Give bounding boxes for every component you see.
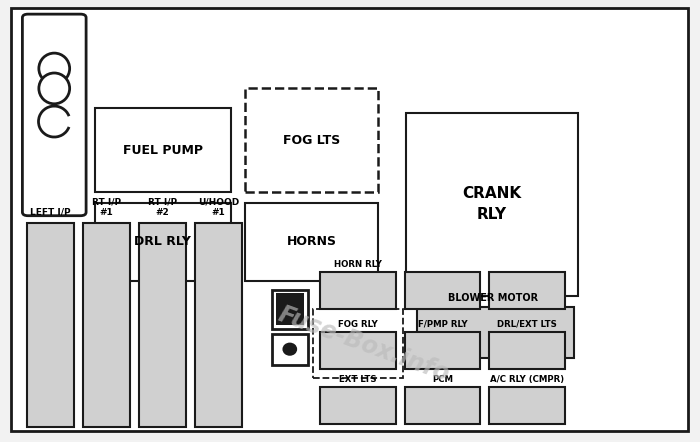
Text: RT I/P
#2: RT I/P #2: [148, 197, 177, 217]
Bar: [83, 223, 130, 427]
Bar: [94, 203, 231, 281]
Bar: [27, 223, 74, 427]
Text: DRL/EXT LTS: DRL/EXT LTS: [497, 320, 557, 329]
Bar: [245, 88, 378, 192]
Bar: [276, 293, 304, 325]
Bar: [320, 332, 396, 369]
Bar: [405, 332, 480, 369]
Bar: [489, 387, 565, 424]
Bar: [416, 307, 574, 358]
Bar: [313, 309, 402, 378]
Ellipse shape: [284, 344, 296, 354]
Text: A/C RLY (CMPR): A/C RLY (CMPR): [490, 375, 564, 384]
Text: BLOWER MOTOR: BLOWER MOTOR: [449, 293, 538, 303]
Bar: [245, 203, 378, 281]
Text: F/PMP RLY: F/PMP RLY: [418, 320, 467, 329]
Bar: [489, 332, 565, 369]
Ellipse shape: [38, 73, 70, 104]
Text: FOG LTS: FOG LTS: [283, 134, 340, 147]
Bar: [405, 387, 480, 424]
Bar: [195, 223, 242, 427]
Text: FUEL PUMP: FUEL PUMP: [122, 144, 203, 157]
Text: FOG RLY: FOG RLY: [338, 320, 377, 329]
Text: LEFT I/P: LEFT I/P: [30, 208, 71, 217]
Text: Fuse-Box.info: Fuse-Box.info: [275, 303, 453, 387]
Text: RT I/P
#1: RT I/P #1: [92, 197, 121, 217]
FancyBboxPatch shape: [22, 14, 86, 216]
Text: EXT LTS: EXT LTS: [339, 375, 377, 384]
Text: HORN RLY: HORN RLY: [334, 260, 382, 269]
Text: HORNS: HORNS: [286, 236, 337, 248]
Bar: [272, 290, 308, 329]
Bar: [406, 113, 578, 296]
Bar: [320, 387, 396, 424]
Text: PCM: PCM: [432, 375, 453, 384]
Ellipse shape: [38, 53, 70, 84]
Bar: [320, 272, 396, 309]
Text: DRL RLY: DRL RLY: [134, 236, 191, 248]
Text: U/HOOD
#1: U/HOOD #1: [198, 197, 239, 217]
Bar: [139, 223, 186, 427]
Bar: [489, 272, 565, 309]
Bar: [94, 108, 231, 192]
Text: CRANK
RLY: CRANK RLY: [462, 187, 522, 222]
Bar: [272, 334, 308, 365]
Bar: [405, 272, 480, 309]
